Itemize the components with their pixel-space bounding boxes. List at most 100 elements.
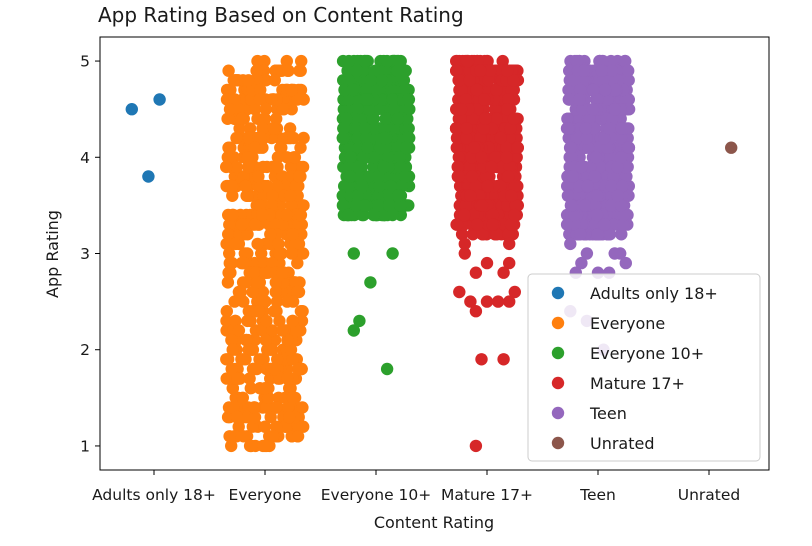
data-point [276, 170, 289, 183]
legend-label: Teen [589, 404, 627, 423]
data-point [229, 237, 242, 251]
x-tick-label: Unrated [678, 486, 741, 504]
data-point [276, 324, 289, 337]
y-axis-label: App Rating [43, 210, 62, 298]
data-point [358, 54, 372, 68]
data-point [221, 410, 235, 424]
data-point [286, 295, 300, 308]
data-point [467, 208, 480, 222]
data-point [293, 64, 306, 77]
data-point [588, 170, 601, 183]
data-point [351, 103, 364, 116]
data-point [486, 218, 499, 231]
data-point [391, 64, 404, 77]
data-point [270, 179, 284, 193]
data-point [256, 295, 269, 308]
data-point [253, 199, 267, 212]
data-point [257, 189, 270, 202]
data-point [268, 74, 281, 87]
data-point [598, 218, 611, 231]
series-mature-17 [449, 54, 525, 453]
data-point [223, 218, 236, 231]
data-point [599, 83, 612, 97]
data-point [377, 160, 391, 174]
data-point [470, 83, 484, 97]
data-point [286, 314, 299, 328]
data-point [615, 122, 629, 135]
data-point [570, 54, 584, 68]
data-point [383, 189, 396, 202]
data-point [360, 131, 373, 145]
data-point [450, 218, 464, 231]
data-point [266, 430, 280, 443]
data-point [573, 83, 587, 97]
data-point [264, 228, 277, 241]
data-point [226, 189, 239, 202]
data-point [402, 122, 415, 135]
data-point [252, 305, 266, 318]
data-point [239, 276, 252, 289]
data-point [377, 122, 391, 135]
data-point [607, 218, 620, 231]
data-point [450, 122, 463, 135]
data-point [220, 353, 233, 366]
data-point [292, 362, 305, 376]
data-point [250, 74, 264, 87]
data-point [275, 266, 289, 279]
data-point [578, 199, 592, 212]
legend-item-teen: Teen [551, 404, 627, 423]
data-point [232, 324, 246, 337]
data-point [279, 420, 292, 433]
data-point [255, 247, 268, 260]
data-point [237, 170, 250, 183]
data-point [379, 112, 392, 126]
data-point [263, 237, 277, 251]
data-point [620, 170, 633, 183]
data-point [568, 74, 581, 87]
data-point [342, 54, 356, 68]
data-point [294, 141, 307, 154]
data-point [253, 353, 266, 366]
data-point [241, 314, 254, 328]
data-point [251, 237, 264, 251]
data-point [244, 382, 257, 395]
data-point [611, 160, 624, 174]
legend-marker [551, 406, 565, 420]
data-point [459, 93, 472, 106]
data-point [220, 160, 233, 174]
data-point [614, 131, 628, 145]
data-point [503, 237, 516, 251]
data-point [505, 83, 518, 97]
data-point [502, 93, 515, 106]
data-point [608, 247, 621, 260]
data-point [562, 122, 575, 135]
data-point [588, 218, 602, 231]
data-point [248, 362, 261, 376]
data-point [252, 170, 265, 183]
data-point [503, 256, 516, 270]
data-point [579, 122, 592, 135]
data-point [386, 93, 399, 106]
data-point [226, 208, 239, 222]
data-point [251, 112, 264, 126]
data-point [281, 372, 294, 385]
data-point [247, 401, 261, 414]
data-point [397, 74, 410, 87]
data-point [490, 228, 504, 241]
data-point [598, 131, 611, 145]
data-point [385, 83, 398, 97]
data-point [259, 103, 272, 116]
data-point [248, 410, 262, 424]
data-point [379, 141, 392, 154]
data-point [222, 228, 235, 241]
data-point [266, 189, 279, 202]
data-point [586, 83, 600, 97]
data-point [372, 170, 385, 183]
data-point [342, 74, 355, 87]
data-point [466, 228, 480, 241]
data-point [452, 170, 465, 183]
data-point [504, 122, 517, 135]
data-point [261, 266, 275, 279]
data-point [242, 160, 255, 174]
data-point [590, 189, 604, 202]
